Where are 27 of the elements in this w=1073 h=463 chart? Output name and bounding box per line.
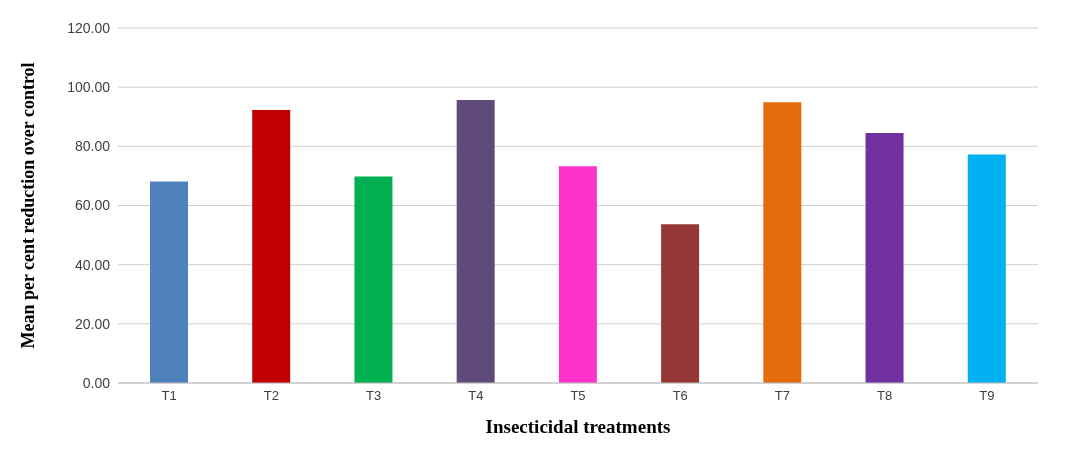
x-axis-title: Insecticidal treatments [485, 416, 671, 437]
bar [150, 181, 188, 383]
x-tick-label: T8 [877, 388, 893, 404]
bar [558, 166, 597, 383]
x-tick-label: T5 [570, 388, 586, 404]
bar [661, 224, 700, 383]
bar [967, 154, 1006, 383]
bar [252, 109, 291, 383]
x-tick-label: T4 [468, 388, 484, 404]
x-tick-label: T9 [979, 388, 995, 404]
y-tick-label: 20.00 [74, 315, 111, 332]
x-tick-label: T3 [365, 388, 382, 404]
y-axis-title: Mean per cent reduction over control [18, 62, 39, 349]
x-tick-label: T6 [672, 388, 688, 404]
y-tick-label: 80.00 [74, 138, 111, 155]
y-tick-label: 0.00 [82, 374, 111, 391]
bar [865, 133, 904, 383]
bar [456, 99, 495, 383]
bar [763, 102, 802, 383]
y-tick-label: 40.00 [74, 256, 111, 273]
y-tick-label: 120.00 [67, 19, 111, 36]
x-tick-label: T1 [161, 388, 177, 404]
y-tick-label: 100.00 [67, 79, 111, 96]
bar [354, 176, 393, 383]
y-tick-label: 60.00 [74, 197, 111, 214]
x-tick-label: T7 [774, 388, 791, 404]
x-tick-label: T2 [263, 388, 279, 404]
